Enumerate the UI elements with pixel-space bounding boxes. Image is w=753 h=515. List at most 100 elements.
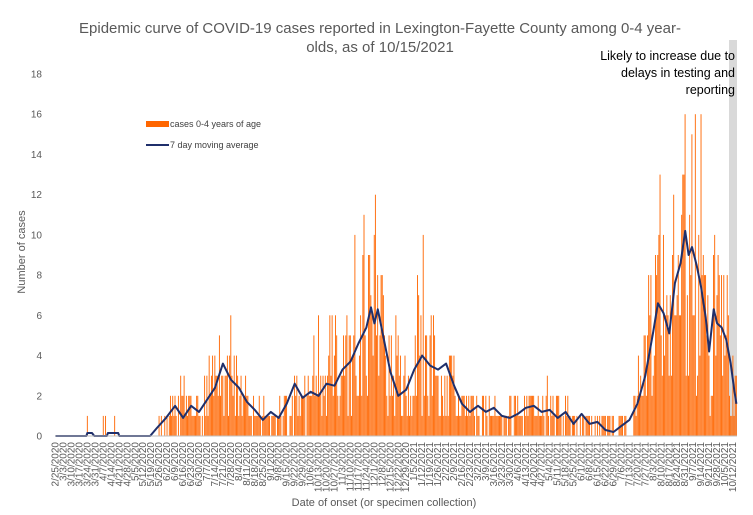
case-bar — [422, 234, 424, 436]
case-bar — [472, 395, 474, 436]
y-tick-label: 0 — [36, 432, 42, 443]
case-bar — [505, 415, 507, 436]
case-bar — [299, 415, 301, 436]
case-bar — [560, 415, 562, 436]
case-bar — [660, 335, 662, 436]
x-tick-label: 4/20/2021 — [529, 442, 540, 487]
x-tick-label: 6/16/2020 — [178, 442, 189, 487]
case-bar — [198, 415, 200, 436]
case-bar — [656, 275, 658, 436]
case-bar — [329, 315, 331, 436]
case-bar — [710, 395, 712, 436]
case-bar — [378, 375, 380, 436]
case-bar — [273, 415, 275, 436]
x-tick-label: 4/27/2021 — [537, 442, 548, 487]
case-bar — [666, 295, 668, 436]
case-bar — [684, 114, 686, 436]
case-bar — [114, 415, 116, 436]
x-tick-label: 6/22/2021 — [601, 442, 612, 487]
case-bar — [520, 415, 522, 436]
case-bar — [733, 415, 735, 436]
case-bar — [440, 375, 442, 436]
case-bar — [530, 395, 532, 436]
case-bar — [703, 275, 705, 436]
case-bar — [265, 415, 267, 436]
case-bar — [212, 355, 214, 436]
x-tick-label: 6/9/2020 — [170, 442, 181, 481]
case-bar — [562, 415, 564, 436]
case-bar — [536, 415, 538, 436]
case-bar — [361, 395, 363, 436]
x-tick-label: 7/13/2021 — [624, 442, 635, 487]
case-bar — [444, 375, 446, 436]
case-bar — [222, 375, 224, 436]
case-bar — [529, 395, 531, 436]
case-bar — [489, 415, 491, 436]
case-bar — [362, 255, 364, 436]
case-bar — [611, 415, 613, 436]
case-bar — [674, 315, 676, 436]
case-bar — [257, 415, 259, 436]
case-bar — [168, 415, 170, 436]
case-bar — [462, 395, 464, 436]
case-bar — [587, 415, 589, 436]
case-bar — [655, 255, 656, 436]
case-bar — [508, 415, 510, 436]
case-bar — [448, 355, 450, 436]
case-bar — [716, 295, 718, 436]
case-bar — [204, 375, 206, 436]
case-bar — [86, 415, 88, 436]
case-bar — [280, 415, 282, 436]
case-bar — [442, 395, 444, 436]
case-bar — [518, 415, 520, 436]
case-bar — [393, 375, 395, 436]
case-bar — [609, 415, 611, 436]
case-bar — [706, 335, 708, 436]
case-bar — [467, 415, 469, 436]
x-tick-label: 9/15/2020 — [282, 442, 293, 487]
case-bar — [357, 395, 359, 436]
x-tick-label: 9/29/2020 — [298, 442, 309, 487]
x-tick-label: 9/14/2021 — [696, 442, 707, 487]
case-bar — [240, 375, 242, 436]
case-bar — [102, 415, 104, 436]
case-bar — [662, 234, 664, 436]
case-bar — [685, 375, 687, 436]
x-tick-label: 11/17/2020 — [353, 442, 364, 492]
case-bar — [390, 335, 392, 436]
case-bar — [269, 415, 270, 436]
case-bar — [351, 415, 352, 436]
case-bar — [642, 395, 644, 436]
case-bar — [425, 335, 426, 436]
x-tick-label: 6/15/2021 — [593, 442, 604, 487]
case-bar — [573, 415, 574, 436]
case-bar — [226, 355, 228, 436]
case-bar — [434, 335, 436, 436]
case-bar — [164, 415, 166, 436]
case-bar — [466, 395, 467, 436]
case-bar — [403, 375, 405, 436]
case-bar — [192, 415, 194, 436]
case-bar — [291, 395, 293, 436]
case-bar — [333, 355, 335, 436]
case-bar — [188, 395, 190, 436]
case-bar — [678, 315, 680, 436]
case-bar — [396, 355, 398, 436]
case-bar — [245, 375, 247, 436]
case-bar — [461, 395, 463, 436]
case-bar — [215, 375, 217, 436]
case-bar — [256, 415, 258, 436]
case-bar — [450, 355, 451, 436]
case-bar — [431, 395, 433, 436]
case-bar — [492, 415, 494, 436]
case-bar — [253, 395, 255, 436]
case-bar — [496, 415, 498, 436]
x-tick-label: 8/25/2020 — [258, 442, 269, 487]
case-bar — [676, 295, 678, 436]
case-bar — [493, 415, 495, 436]
case-bar — [690, 275, 692, 436]
x-tick-label: 8/11/2020 — [242, 442, 253, 486]
case-bar — [701, 275, 703, 436]
case-bar — [237, 375, 239, 436]
case-bar — [282, 415, 284, 436]
